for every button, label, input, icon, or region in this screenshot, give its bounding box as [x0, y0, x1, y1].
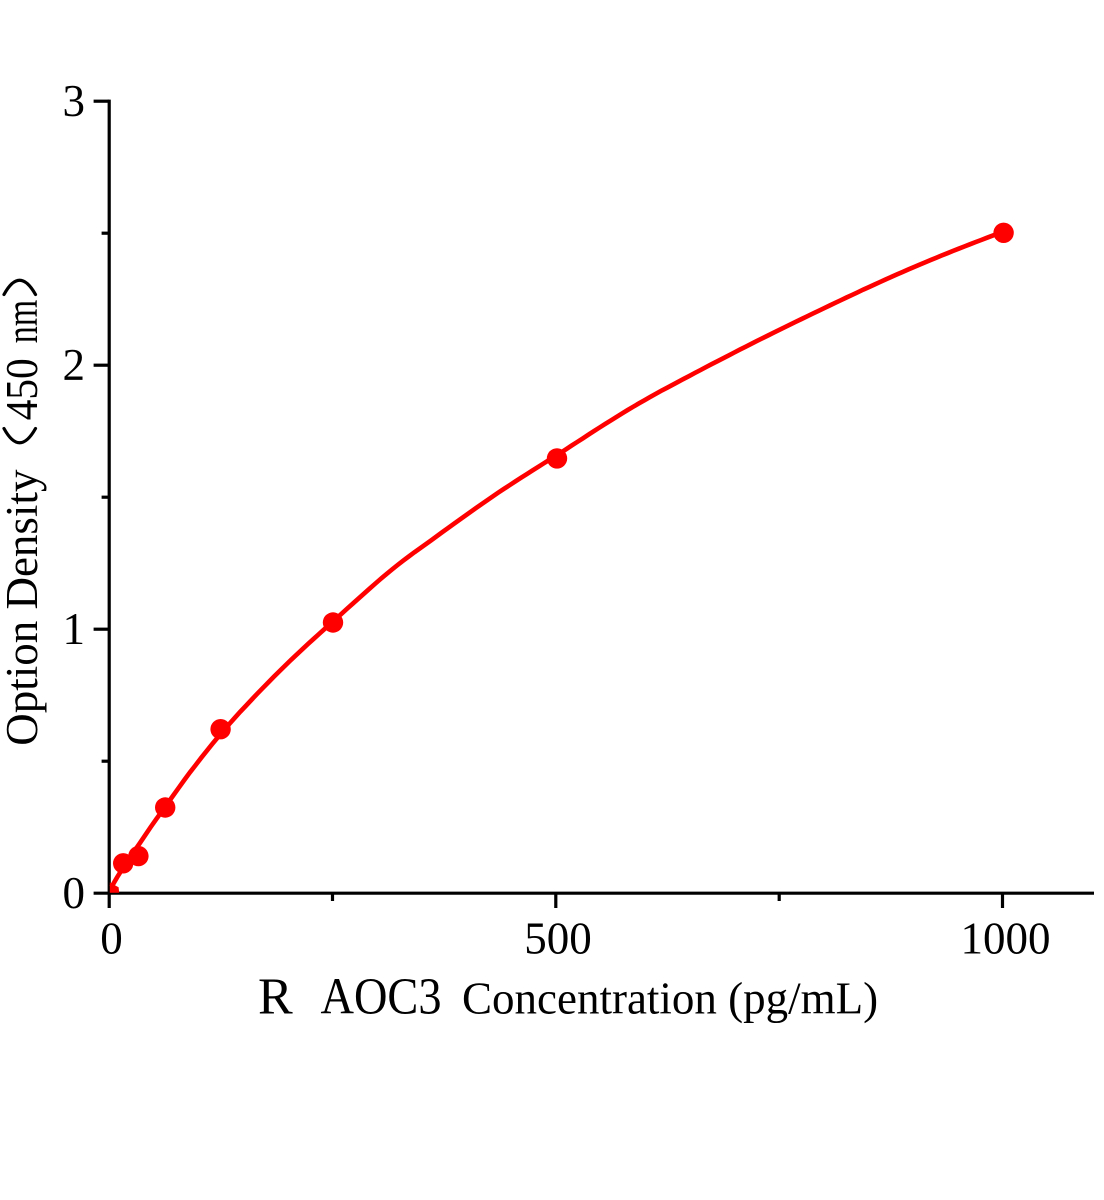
- svg-text:1000: 1000: [961, 914, 1051, 964]
- svg-text:R: R: [258, 969, 293, 1026]
- svg-text:0: 0: [100, 914, 123, 964]
- svg-text:3: 3: [63, 76, 86, 126]
- svg-text:nm: nm: [0, 300, 47, 344]
- svg-text:Concentration (pg/mL): Concentration (pg/mL): [462, 974, 878, 1024]
- svg-text:2: 2: [63, 340, 86, 390]
- svg-text:0: 0: [63, 868, 86, 918]
- svg-text:AOC3: AOC3: [321, 969, 442, 1026]
- svg-text:1: 1: [63, 604, 86, 654]
- svg-text:450: 450: [0, 358, 47, 420]
- svg-text:500: 500: [524, 914, 592, 964]
- svg-text:Option Density: Option Density: [0, 469, 47, 746]
